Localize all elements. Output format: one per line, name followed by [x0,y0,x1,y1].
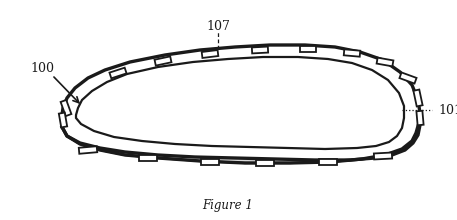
Text: 101: 101 [438,103,457,117]
Polygon shape [256,160,274,166]
Polygon shape [300,46,316,52]
Polygon shape [201,159,219,165]
Polygon shape [59,113,67,127]
Polygon shape [139,155,157,161]
Polygon shape [416,111,424,125]
Polygon shape [154,56,171,66]
Polygon shape [61,100,71,116]
Polygon shape [414,90,423,106]
Polygon shape [377,58,393,66]
Polygon shape [252,47,268,53]
Text: Figure 1: Figure 1 [202,198,254,211]
Polygon shape [319,159,337,165]
Polygon shape [79,146,97,154]
Polygon shape [374,152,392,160]
Polygon shape [344,49,360,57]
Text: 107: 107 [206,20,230,33]
Polygon shape [110,68,127,78]
Polygon shape [399,72,416,84]
Text: 100: 100 [30,62,54,75]
Polygon shape [62,45,420,160]
Polygon shape [62,121,418,163]
Polygon shape [202,50,218,58]
